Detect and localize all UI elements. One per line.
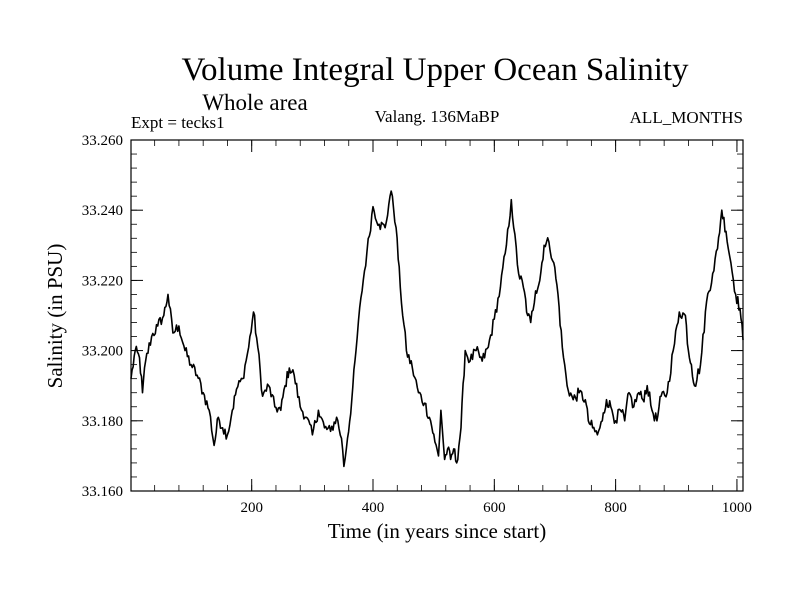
y-tick-label: 33.240: [82, 203, 123, 219]
x-tick-label: 600: [483, 500, 506, 516]
plot-frame: [130, 139, 744, 492]
series-group: [130, 190, 744, 468]
y-tick-label: 33.220: [82, 273, 123, 289]
x-axis-tick-labels: 200 400 600 800 1000: [240, 500, 751, 516]
y-axis-label: Salinity (in PSU): [43, 244, 67, 389]
x-axis-ticks: [154, 140, 738, 491]
period-label: Valang. 136MaBP: [375, 107, 500, 126]
x-axis-label: Time (in years since start): [328, 519, 547, 543]
y-tick-label: 33.180: [82, 414, 123, 430]
y-axis-ticks: [131, 139, 743, 492]
y-tick-label: 33.160: [82, 484, 123, 500]
x-tick-label: 1000: [722, 500, 752, 516]
experiment-label: Expt = tecks1: [131, 113, 225, 132]
y-tick-label: 33.260: [82, 133, 123, 149]
y-axis-tick-labels: 33.160 33.180 33.200 33.220 33.240 33.260: [82, 133, 123, 500]
chart-title: Volume Integral Upper Ocean Salinity: [181, 52, 689, 88]
months-label: ALL_MONTHS: [630, 108, 743, 127]
y-tick-label: 33.200: [82, 344, 123, 360]
series-line-salinity: [130, 190, 744, 468]
x-tick-label: 200: [240, 500, 263, 516]
x-tick-label: 800: [604, 500, 627, 516]
chart-subtitle: Whole area: [202, 90, 307, 115]
x-tick-label: 400: [362, 500, 385, 516]
